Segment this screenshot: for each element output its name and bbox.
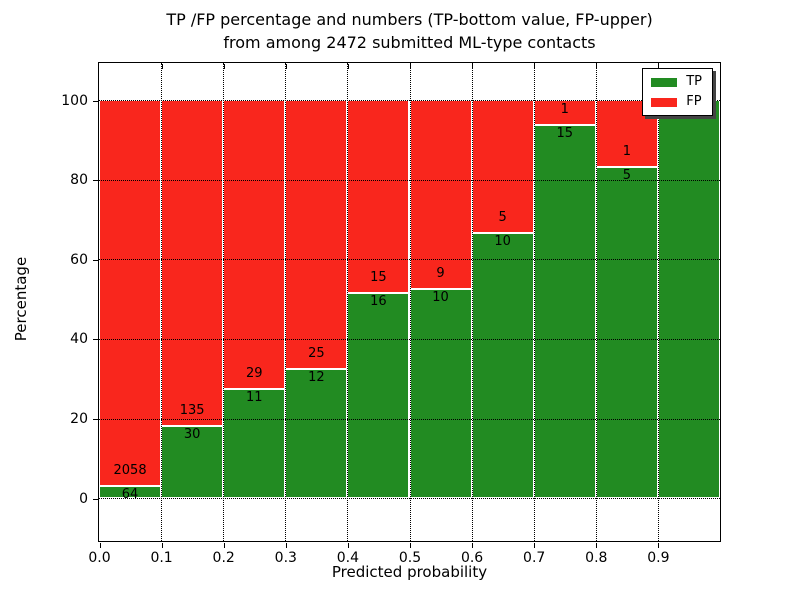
bar-segment-tp bbox=[657, 100, 720, 499]
y-axis-label: Percentage bbox=[12, 256, 30, 342]
tp-count-label: 30 bbox=[183, 426, 201, 442]
x-tick-mark bbox=[410, 543, 411, 548]
v-gridline bbox=[533, 63, 535, 541]
tp-count-label: 11 bbox=[245, 389, 263, 405]
x-tick-label: 0.4 bbox=[336, 550, 360, 566]
y-tick-mark bbox=[93, 419, 98, 421]
tp-count-label: 64 bbox=[121, 487, 139, 503]
x-tick-mark bbox=[99, 543, 101, 548]
y-tick-mark bbox=[93, 100, 98, 102]
bar-segment-tp bbox=[99, 486, 162, 499]
x-tick-mark-top bbox=[161, 63, 163, 69]
y-tick-mark bbox=[93, 339, 98, 341]
v-gridline bbox=[223, 63, 225, 541]
fp-count-label: 25 bbox=[308, 346, 325, 362]
tp-count-label: 12 bbox=[308, 370, 325, 386]
x-tick-label: 0.1 bbox=[150, 550, 173, 566]
x-tick-mark-top bbox=[534, 63, 536, 69]
legend-label-fp: FP bbox=[686, 94, 702, 109]
x-tick-label: 0.7 bbox=[523, 550, 546, 566]
x-tick-mark-top bbox=[472, 63, 474, 69]
bar-segment-fp bbox=[161, 100, 224, 426]
bar-segment-tp bbox=[223, 388, 286, 499]
y-tick-label: 40 bbox=[70, 331, 88, 348]
y-tick-mark bbox=[93, 259, 98, 261]
y-tick-label: 100 bbox=[61, 92, 88, 109]
legend-item-tp: TP bbox=[651, 75, 702, 89]
v-gridline bbox=[161, 63, 163, 541]
x-tick-label: 0.0 bbox=[88, 550, 111, 566]
tp-count-label: 15 bbox=[556, 126, 574, 142]
bar-segment-tp bbox=[347, 292, 410, 499]
bar-segment-tp bbox=[285, 369, 348, 499]
v-gridline bbox=[595, 63, 597, 541]
plot-area: TP FP 2058 64 135 30 29 11 25 12 15 16 9 10 5 10 1 15 1 5… bbox=[98, 62, 721, 542]
legend: TP FP bbox=[642, 68, 713, 116]
y-tick-mark bbox=[93, 180, 98, 182]
fp-count-label: 1 bbox=[560, 102, 569, 118]
chart-title: TP /FP percentage and numbers (TP-bottom… bbox=[99, 8, 720, 54]
fp-count-label: 5 bbox=[498, 209, 507, 225]
x-tick-mark bbox=[285, 543, 287, 548]
v-gridline bbox=[657, 63, 659, 541]
x-tick-mark-top bbox=[658, 63, 660, 69]
legend-label-tp: TP bbox=[686, 74, 702, 89]
tp-count-label: 16 bbox=[370, 293, 387, 309]
x-tick-mark bbox=[658, 543, 660, 548]
y-tick-label: 20 bbox=[70, 411, 88, 428]
fp-count-label: 2058 bbox=[113, 463, 147, 479]
fp-count-label: 29 bbox=[245, 365, 263, 381]
fp-count-label: 135 bbox=[179, 402, 205, 418]
bar-segment-tp bbox=[595, 166, 658, 499]
x-axis-label: Predicted probability bbox=[331, 563, 488, 581]
tp-count-label: 10 bbox=[432, 289, 449, 305]
x-tick-label: 0.6 bbox=[460, 550, 484, 566]
tp-color-swatch bbox=[651, 77, 678, 87]
x-tick-mark bbox=[534, 543, 536, 548]
x-tick-mark bbox=[161, 543, 163, 548]
chart-title-line2: from among 2472 submitted ML-type contac… bbox=[223, 33, 596, 52]
legend-item-fp: FP bbox=[651, 95, 702, 109]
fp-count-label: 9 bbox=[436, 265, 445, 281]
y-tick-label: 0 bbox=[79, 490, 88, 507]
x-tick-mark-top bbox=[596, 63, 598, 69]
x-tick-label: 0.3 bbox=[274, 550, 297, 566]
bar-segment-tp bbox=[471, 232, 534, 499]
tp-count-label: 10 bbox=[494, 233, 511, 249]
bar-segment-fp bbox=[347, 100, 410, 293]
x-tick-label: 0.9 bbox=[647, 550, 670, 566]
x-tick-mark-top bbox=[347, 63, 349, 69]
bar-segment-tp bbox=[533, 125, 596, 499]
x-tick-mark-top bbox=[285, 63, 287, 69]
bar-segment-tp bbox=[409, 288, 472, 499]
bar-segment-tp bbox=[161, 425, 224, 499]
v-gridline bbox=[347, 63, 349, 541]
x-tick-label: 0.2 bbox=[212, 550, 235, 566]
x-tick-mark bbox=[223, 543, 225, 548]
bar-segment-fp bbox=[223, 100, 286, 389]
x-tick-mark bbox=[596, 543, 598, 548]
x-tick-mark-top bbox=[223, 63, 225, 69]
x-tick-label: 0.5 bbox=[398, 550, 422, 566]
chart-title-line1: TP /FP percentage and numbers (TP-bottom… bbox=[166, 10, 653, 29]
bar-segment-fp bbox=[409, 100, 472, 289]
x-tick-mark-top bbox=[410, 63, 411, 69]
fp-count-label: 1 bbox=[622, 143, 631, 159]
x-tick-label: 0.8 bbox=[585, 550, 608, 566]
v-gridline bbox=[471, 63, 473, 541]
fp-color-swatch bbox=[651, 97, 678, 107]
fp-count-label: 15 bbox=[370, 269, 387, 285]
bar-segment-fp bbox=[99, 100, 162, 487]
y-tick-label: 80 bbox=[70, 172, 88, 189]
x-tick-mark bbox=[472, 543, 474, 548]
y-tick-label: 60 bbox=[70, 251, 88, 268]
v-gridline bbox=[285, 63, 287, 541]
y-tick-mark bbox=[93, 498, 98, 500]
x-tick-mark bbox=[347, 543, 349, 548]
tp-count-label: 5 bbox=[622, 167, 631, 183]
v-gridline bbox=[409, 63, 411, 541]
bar-segment-fp bbox=[285, 100, 348, 370]
